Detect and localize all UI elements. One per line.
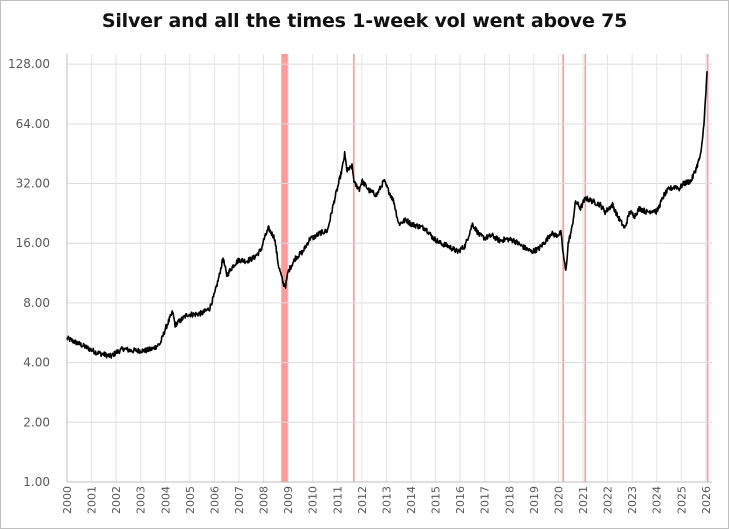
x-tick-label: 2002 [110,486,123,514]
series-layer [66,71,708,359]
x-tick-labels: 2000 2001 2002 2003 2004 2005 2006 2007 2008 2009… [61,486,713,514]
x-tick-label: 2005 [184,486,197,514]
y-tick-label: 64.00 [16,117,50,131]
vol-highlight-band-4 [706,54,709,482]
vol-highlight-band-2 [562,54,565,482]
x-tick-label: 2025 [675,486,688,514]
vol-highlight-band-3 [584,54,587,482]
x-tick-label: 2015 [430,486,443,514]
chart-title: Silver and all the times 1-week vol went… [101,10,628,32]
x-tick-label: 2012 [356,486,369,514]
x-tick-label: 2020 [552,486,565,514]
y-tick-label: 1.00 [23,475,50,489]
x-tick-label: 2010 [307,486,320,514]
x-tick-label: 2004 [159,486,172,514]
y-tick-label: 8.00 [23,296,50,310]
y-tick-label: 4.00 [23,356,50,370]
y-tick-label: 128.00 [8,57,50,71]
x-tick-label: 2009 [282,486,295,514]
x-tick-label: 2011 [331,486,344,514]
silver-price-line [66,71,708,359]
vol-highlight-band-0 [281,54,289,482]
x-tick-label: 2006 [208,486,221,514]
x-tick-label: 2003 [135,486,148,514]
x-tick-label: 2021 [577,486,590,514]
x-tick-label: 2016 [454,486,467,514]
x-tick-label: 2026 [700,486,713,514]
vol-highlight-band-1 [353,54,355,482]
y-tick-label: 2.00 [23,415,50,429]
axes [66,54,712,483]
x-tick-label: 2013 [380,486,393,514]
x-tick-label: 2017 [479,486,492,514]
highlight-bands [281,54,709,482]
x-tick-label: 2019 [528,486,541,514]
x-tick-label: 2001 [86,486,99,514]
x-tick-label: 2000 [61,486,74,514]
x-tick-label: 2023 [626,486,639,514]
grid-lines [66,54,712,483]
y-tick-labels: 1.00 2.00 4.00 8.00 16.00 32.00 64.00 128.00 [8,57,50,489]
x-tick-label: 2014 [405,486,418,514]
x-tick-label: 2007 [233,486,246,514]
y-tick-label: 16.00 [16,236,50,250]
y-tick-label: 32.00 [16,177,50,191]
x-tick-label: 2008 [258,486,271,514]
x-tick-label: 2022 [602,486,615,514]
x-tick-label: 2024 [651,486,664,514]
x-tick-label: 2018 [503,486,516,514]
